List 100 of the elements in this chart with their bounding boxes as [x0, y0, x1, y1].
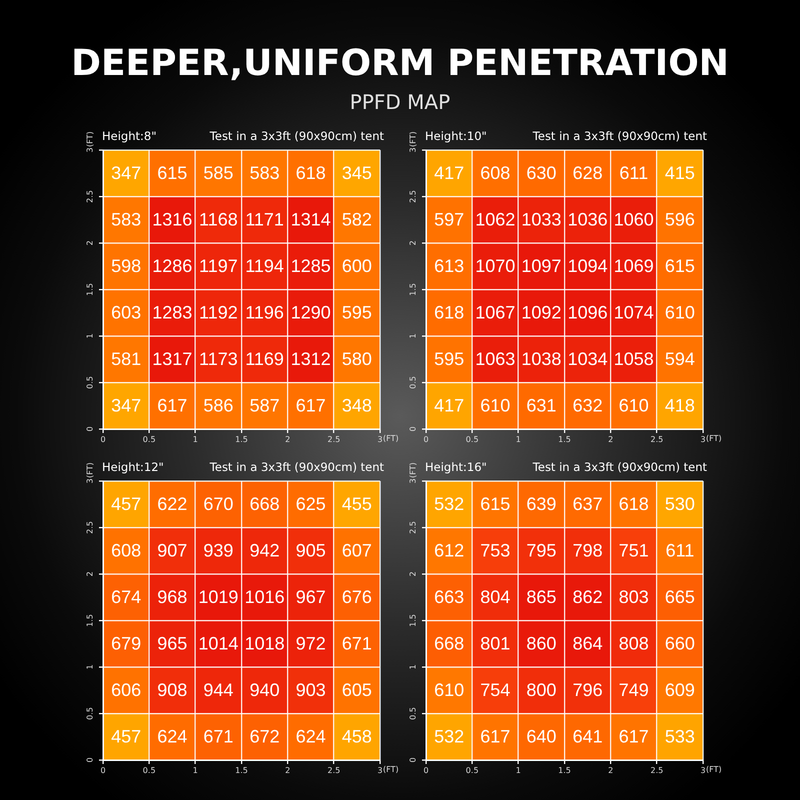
data-label: 1019 [198, 587, 238, 608]
data-label: 347 [111, 163, 142, 184]
data-label: 615 [664, 256, 695, 276]
data-label: 457 [111, 494, 142, 514]
chart-title: Height:8" [102, 129, 156, 143]
data-label: 864 [572, 634, 603, 654]
x-tick-label: 2.5 [650, 766, 664, 775]
data-label: 1038 [521, 349, 562, 370]
data-label: 637 [572, 494, 603, 514]
y-tick-label: 2 [408, 571, 418, 577]
data-label: 1014 [198, 634, 238, 654]
data-label: 942 [250, 540, 280, 561]
data-label: 613 [434, 256, 464, 276]
data-label: 596 [664, 210, 695, 230]
x-tick-label: 1.5 [235, 766, 248, 775]
chart-subtitle: Test in a 3x3ft (90x90cm) tent [532, 129, 707, 143]
y-tick-label: 2.5 [408, 521, 418, 534]
data-label: 608 [480, 163, 510, 184]
data-label: 749 [618, 680, 649, 700]
data-label: 1036 [568, 210, 608, 230]
data-label: 671 [203, 726, 234, 747]
y-tick-label: 1 [86, 333, 95, 339]
x-axis-title: (FT) [706, 434, 722, 444]
data-label: 1169 [245, 349, 284, 370]
data-label: 801 [480, 634, 510, 654]
data-label: 632 [572, 396, 603, 416]
data-label: 580 [342, 349, 372, 370]
data-label: 865 [526, 587, 556, 608]
chart-subtitle: Test in a 3x3ft (90x90cm) tent [532, 460, 707, 474]
chart-subtitle: Test in a 3x3ft (90x90cm) tent [210, 460, 384, 474]
data-label: 533 [664, 726, 695, 747]
data-label: 640 [526, 726, 556, 747]
data-label: 1171 [245, 210, 284, 230]
chart-title: Height:10" [425, 129, 487, 143]
data-label: 1092 [521, 302, 562, 323]
data-label: 800 [526, 680, 556, 700]
x-tick-label: 0.5 [142, 766, 156, 775]
data-label: 622 [157, 494, 188, 514]
y-tick-label: 1 [408, 664, 418, 670]
data-label: 624 [296, 726, 326, 747]
data-label: 631 [526, 396, 556, 416]
data-label: 624 [157, 726, 188, 747]
x-tick-label: 3 [377, 766, 383, 775]
data-label: 665 [664, 587, 695, 608]
data-label: 457 [111, 726, 142, 747]
data-label: 1285 [290, 256, 331, 276]
data-label: 532 [434, 726, 464, 747]
data-label: 660 [664, 634, 695, 654]
data-label: 582 [342, 210, 372, 230]
x-tick-label: 2.5 [327, 434, 340, 444]
data-label: 808 [618, 634, 649, 654]
data-label: 600 [342, 256, 372, 276]
chart-title: Height:16" [425, 460, 487, 474]
y-tick-label: 0.5 [408, 376, 418, 389]
x-tick-label: 2.5 [650, 434, 664, 444]
data-label: 944 [203, 680, 234, 700]
x-tick-label: 3 [377, 434, 383, 444]
data-label: 583 [250, 163, 280, 184]
y-tick-label: 2.5 [86, 521, 95, 534]
x-tick-label: 0 [100, 434, 106, 444]
data-label: 1312 [290, 349, 331, 370]
data-label: 532 [434, 494, 464, 514]
x-tick-label: 3 [700, 434, 706, 444]
y-tick-label: 0.5 [408, 707, 418, 720]
data-label: 598 [111, 256, 142, 276]
data-label: 609 [664, 680, 695, 700]
data-label: 530 [664, 494, 695, 514]
data-label: 618 [434, 302, 464, 323]
data-label: 1069 [614, 256, 654, 276]
data-label: 415 [664, 163, 695, 184]
data-label: 603 [111, 302, 142, 323]
x-tick-label: 1.5 [235, 434, 248, 444]
x-tick-label: 1.5 [558, 434, 571, 444]
data-label: 617 [618, 726, 649, 747]
x-tick-label: 0.5 [142, 434, 156, 444]
data-label: 607 [342, 540, 372, 561]
x-tick-label: 1 [192, 766, 198, 775]
x-tick-label: 1 [192, 434, 198, 444]
y-tick-label: 0 [408, 426, 418, 432]
data-label: 417 [434, 396, 464, 416]
data-label: 606 [111, 680, 142, 700]
data-label: 1063 [475, 349, 516, 370]
data-label: 347 [111, 396, 142, 416]
data-label: 1094 [568, 256, 608, 276]
data-label: 1033 [521, 210, 562, 230]
data-label: 1018 [244, 634, 285, 654]
data-label: 795 [526, 540, 556, 561]
data-label: 610 [618, 396, 649, 416]
data-label: 583 [111, 210, 142, 230]
data-label: 348 [342, 396, 372, 416]
data-label: 1317 [152, 349, 192, 370]
data-label: 610 [434, 680, 464, 700]
data-label: 628 [572, 163, 603, 184]
chart-title: Height:12" [102, 460, 164, 474]
y-tick-label: 2 [408, 240, 418, 246]
data-label: 679 [111, 634, 142, 654]
x-tick-label: 1 [516, 766, 521, 775]
data-label: 597 [434, 210, 464, 230]
y-tick-label: 1 [86, 664, 95, 670]
data-label: 1060 [614, 210, 654, 230]
